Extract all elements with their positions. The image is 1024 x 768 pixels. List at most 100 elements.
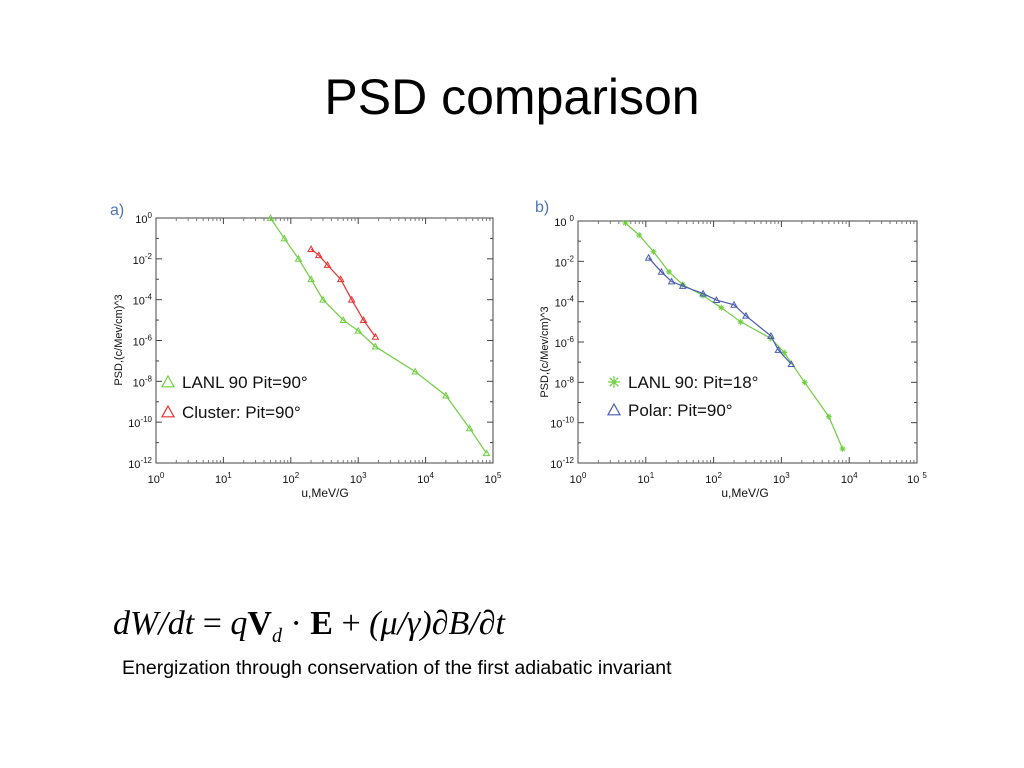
data-point — [678, 281, 687, 289]
data-point — [657, 267, 666, 275]
x-tick-label: 103 — [773, 471, 790, 486]
data-point — [636, 232, 643, 239]
x-tick-label: 100 — [148, 471, 165, 486]
data-point — [307, 275, 315, 283]
data-point — [787, 360, 796, 368]
data-point — [712, 296, 721, 303]
series-line — [310, 248, 376, 338]
x-tick-label: 104 — [841, 471, 858, 486]
equation-velocity: V — [247, 605, 272, 642]
y-tick-label: 10-4 — [133, 293, 153, 308]
chart-panel-b: 100 101 102 103 104 10 5 10 0 10-2 10-4 10-6 10-8 1… — [535, 199, 927, 500]
plot-frame — [155, 217, 494, 464]
y-tick-label: 10-12 — [128, 456, 152, 471]
x-tick-label: 102 — [282, 471, 299, 486]
x-axis-label: u,MeV/G — [721, 486, 768, 500]
data-point — [825, 413, 832, 420]
legend-marker — [606, 402, 622, 416]
equation-field: E — [310, 605, 333, 642]
data-point — [699, 289, 707, 297]
x-tick-label: 101 — [637, 471, 654, 486]
data-point — [347, 295, 356, 303]
y-axis-label: PSD,(c/Mev/cm)^3 — [539, 306, 551, 397]
y-tick-label: 10-8 — [555, 375, 575, 390]
data-point — [294, 254, 303, 262]
legend-marker — [160, 374, 176, 388]
y-axis-label: PSD,(c/Mev/cm)^3 — [113, 294, 125, 385]
x-tick-label: 105 — [485, 471, 502, 486]
legend-marker — [608, 376, 620, 388]
data-point — [319, 295, 327, 303]
data-point — [737, 318, 744, 325]
y-tick-label: 10-10 — [550, 416, 574, 431]
data-point — [644, 253, 653, 261]
equation-equals: = — [202, 605, 222, 642]
y-tick-label: 10-2 — [133, 252, 153, 267]
legend-label: LANL 90: Pit=18° — [628, 373, 758, 392]
data-point — [371, 342, 380, 350]
x-tick-label: 103 — [350, 471, 367, 486]
legend-label: LANL 90 Pit=90° — [182, 373, 308, 392]
chart-panel-a: 100 101 102 103 104 105 100 10-2 10-4 10-6 10-8 10-… — [110, 202, 502, 500]
y-tick-label: 10-12 — [550, 456, 574, 471]
data-point — [774, 345, 783, 353]
y-tick-label: 10-8 — [133, 374, 153, 389]
legend-marker — [160, 404, 176, 418]
data-point — [336, 275, 345, 283]
x-tick-label: 104 — [417, 471, 434, 486]
equation-dot: · — [290, 605, 302, 642]
data-point — [307, 245, 315, 252]
series-line — [270, 217, 487, 454]
data-point — [354, 326, 363, 334]
data-point — [266, 213, 275, 221]
y-tick-label: 10-4 — [555, 295, 575, 310]
slide-title: PSD comparison — [324, 69, 700, 125]
legend-label: Polar: Pit=90° — [628, 401, 733, 420]
psd-charts: 100 101 102 103 104 105 100 10-2 10-4 10-6 10-8 10-… — [110, 199, 927, 500]
data-point — [442, 391, 450, 399]
data-point — [742, 311, 750, 319]
equation-q: q — [230, 605, 248, 642]
data-point — [730, 300, 738, 308]
x-tick-label: 102 — [705, 471, 722, 486]
data-point — [371, 332, 380, 340]
x-tick-label: 10 5 — [907, 471, 927, 486]
equation-dbdt: ∂B/∂t — [431, 605, 505, 642]
equation-lhs: dW/dt — [113, 605, 195, 642]
y-tick-label: 10-2 — [555, 254, 575, 269]
y-tick-label: 10 0 — [554, 214, 574, 229]
data-point — [359, 316, 368, 323]
data-point — [280, 234, 289, 242]
legend-label: Cluster: Pit=90° — [182, 403, 301, 422]
data-point — [667, 277, 676, 285]
y-tick-label: 10-6 — [133, 334, 153, 349]
equation-velocity-sub: d — [271, 624, 282, 647]
x-axis-label: u,MeV/G — [301, 486, 348, 500]
y-tick-label: 100 — [135, 211, 152, 226]
equation-mu-gamma: (μ/γ) — [369, 605, 432, 642]
equation-plus: + — [341, 605, 361, 642]
x-tick-label: 100 — [570, 471, 587, 486]
data-point — [767, 331, 775, 339]
plot-frame — [577, 220, 918, 464]
data-point — [718, 304, 725, 311]
data-point — [314, 251, 323, 259]
slide-caption: Energization through conservation of the… — [122, 657, 672, 679]
data-point — [801, 379, 808, 386]
data-point — [679, 281, 686, 288]
data-point — [411, 367, 420, 375]
data-point — [323, 260, 332, 268]
panel-label: a) — [110, 202, 124, 219]
data-point — [482, 449, 491, 457]
energy-equation: dW/dt = qVd · E + (μ/γ)∂B/∂t — [113, 605, 505, 649]
data-point — [666, 268, 673, 275]
y-tick-label: 10-10 — [128, 415, 152, 430]
data-point — [622, 219, 629, 226]
panel-label: b) — [535, 199, 549, 216]
y-tick-label: 10-6 — [555, 335, 575, 350]
x-tick-label: 101 — [215, 471, 232, 486]
data-point — [339, 316, 348, 323]
data-point — [839, 445, 846, 452]
data-point — [465, 424, 474, 432]
data-point — [650, 248, 657, 255]
